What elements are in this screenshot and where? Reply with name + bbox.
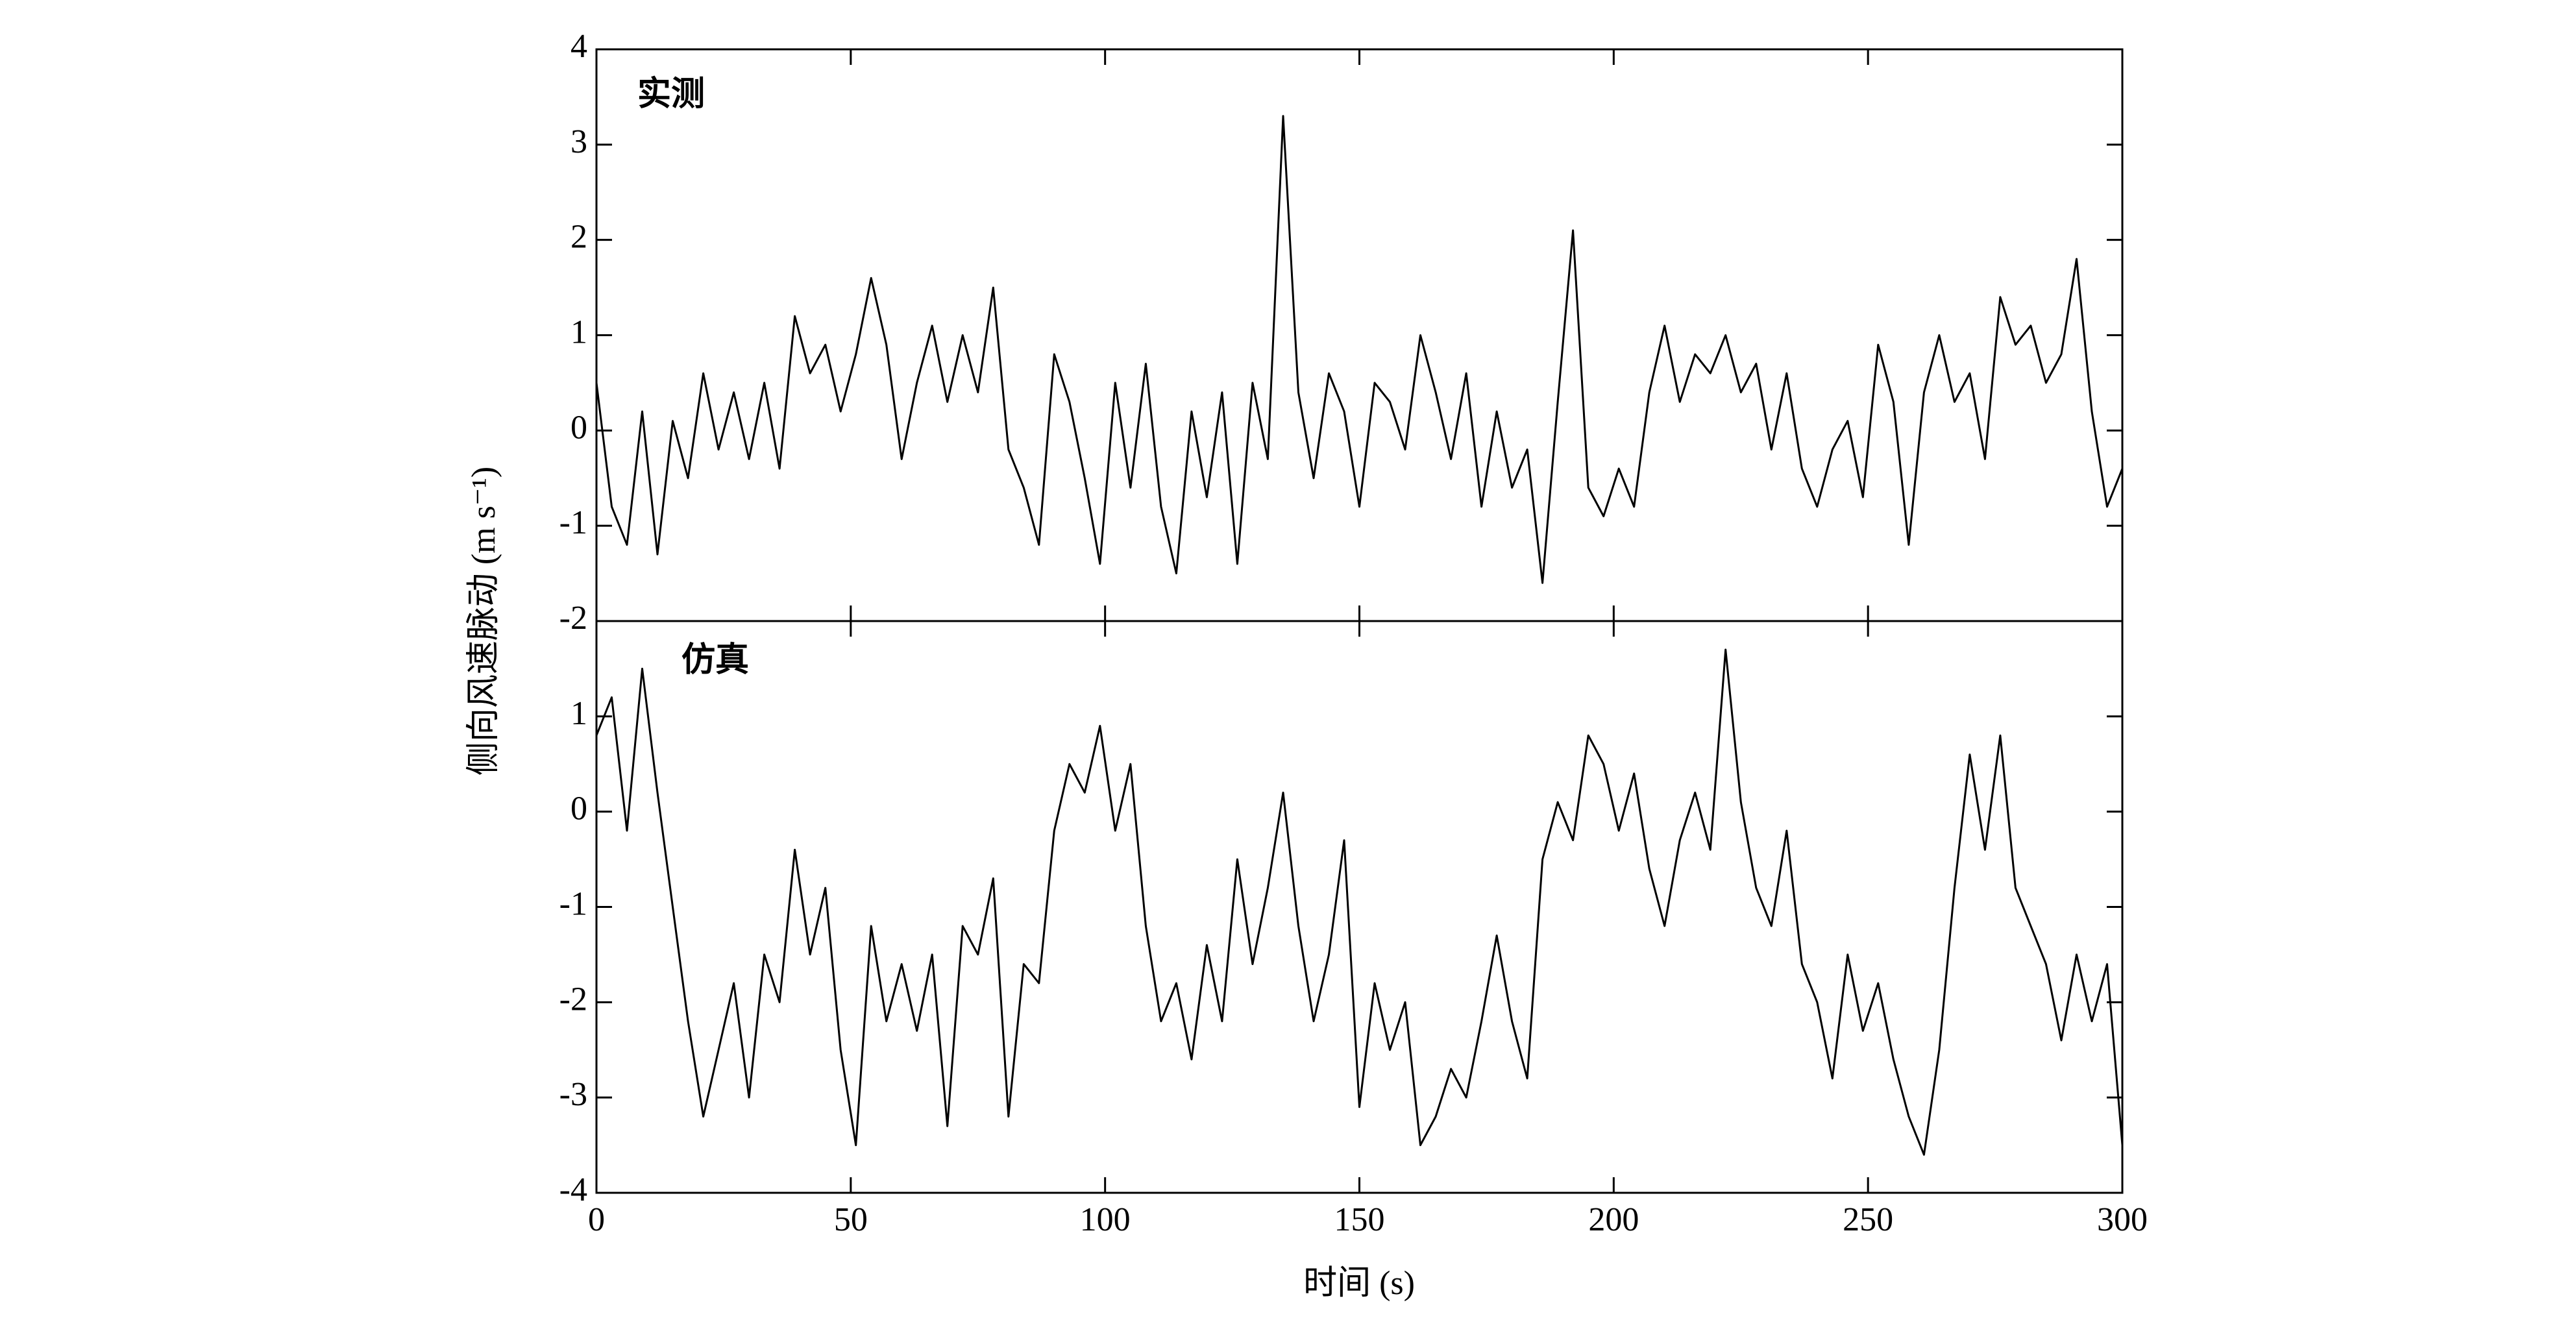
x-tick-label: 150	[1334, 1201, 1385, 1238]
y-tick-label: -2	[559, 981, 587, 1018]
y-tick-label: 2	[570, 219, 587, 256]
y-tick-label: 1	[570, 313, 587, 350]
x-tick-label: 200	[1588, 1201, 1639, 1238]
x-tick-label: 50	[834, 1201, 868, 1238]
y-tick-label: 0	[570, 409, 587, 446]
x-tick-label: 300	[2097, 1201, 2148, 1238]
y-tick-label: -1	[559, 885, 587, 922]
x-tick-label: 250	[1843, 1201, 1893, 1238]
data-line	[595, 115, 2124, 584]
plot-frame	[595, 48, 2124, 622]
x-axis-label: 时间 (s)	[1303, 1265, 1415, 1302]
y-tick-label: 3	[570, 123, 587, 160]
x-tick-label: 100	[1080, 1201, 1131, 1238]
x-tick-label: 0	[588, 1201, 605, 1238]
y-tick-label: -3	[559, 1076, 587, 1113]
y-tick-label: -4	[559, 1171, 587, 1208]
y-tick-label: -2	[559, 600, 587, 637]
data-line	[595, 648, 2124, 1156]
y-tick-label: -1	[559, 504, 587, 541]
panel-annotation: 实测	[637, 75, 705, 113]
y-tick-label: 4	[570, 28, 587, 65]
y-axis-label: 侧向风速脉动 (m s⁻¹)	[465, 467, 502, 776]
y-tick-label: 1	[570, 695, 587, 732]
panel-annotation: 仿真	[681, 641, 749, 679]
y-tick-label: 0	[570, 790, 587, 827]
